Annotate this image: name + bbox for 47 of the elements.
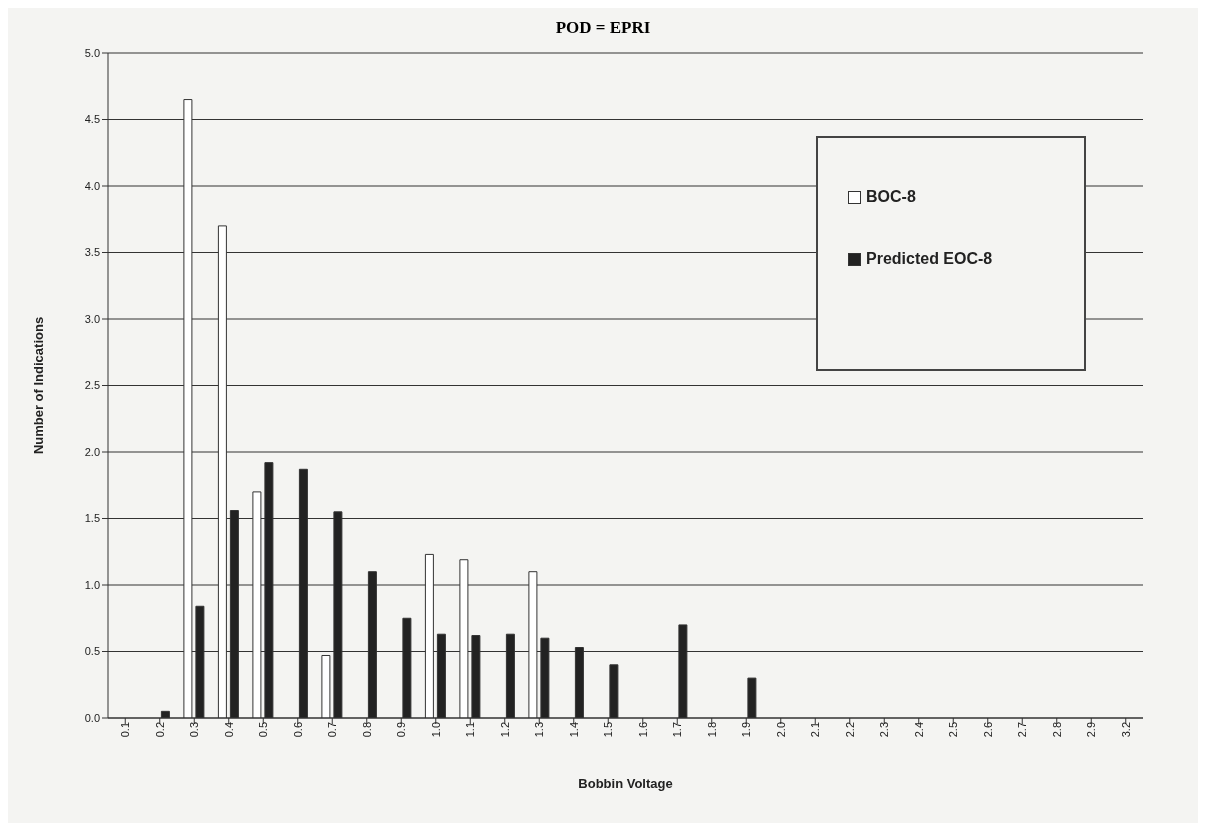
x-tick-label: 3.2 <box>1119 722 1132 738</box>
x-tick-label: 0.7 <box>326 722 339 738</box>
y-tick-label: 0.5 <box>84 645 100 658</box>
y-tick-label: 2.5 <box>84 379 100 392</box>
x-tick-label: 0.8 <box>360 722 373 738</box>
x-tick-label: 2.2 <box>843 722 856 738</box>
x-tick-label: 2.0 <box>774 722 787 738</box>
x-tick-label: 1.5 <box>602 722 615 738</box>
y-tick-label: 4.5 <box>84 113 100 126</box>
x-tick-label: 1.3 <box>533 722 546 738</box>
legend-frame: BOC-8 Predicted EOC-8 <box>816 136 1086 371</box>
x-tick-label: 0.5 <box>257 722 270 738</box>
x-tick-label: 2.7 <box>1016 722 1029 738</box>
y-tick-label: 3.0 <box>84 312 100 325</box>
x-tick-label: 2.9 <box>1085 722 1098 738</box>
x-tick-label: 0.2 <box>153 722 166 738</box>
x-tick-label: 1.6 <box>636 722 649 738</box>
x-tick-label: 2.1 <box>809 722 822 738</box>
y-tick-label: 0.0 <box>84 711 100 724</box>
x-tick-label: 1.0 <box>429 722 442 738</box>
x-tick-label: 1.1 <box>464 722 477 738</box>
x-tick-label: 1.9 <box>740 722 753 738</box>
x-tick-label: 2.3 <box>878 722 891 738</box>
y-tick-label: 1.5 <box>84 512 100 525</box>
x-axis-title: Bobbin Voltage <box>578 776 673 791</box>
x-tick-label: 1.2 <box>498 722 511 738</box>
x-tick-label: 0.1 <box>119 722 132 738</box>
x-tick-label: 0.3 <box>188 722 201 738</box>
x-tick-label: 2.4 <box>912 722 925 738</box>
y-tick-label: 3.5 <box>84 246 100 259</box>
y-axis-title: Number of Indications <box>30 316 46 455</box>
x-tick-label: 1.4 <box>567 722 580 738</box>
x-tick-label: 0.6 <box>291 722 304 738</box>
x-tick-label: 1.8 <box>705 722 718 738</box>
x-tick-label: 0.9 <box>395 722 408 738</box>
x-tick-label: 2.8 <box>1050 722 1063 738</box>
legend-label: BOC-8 <box>866 188 916 206</box>
legend-label: Predicted EOC-8 <box>866 250 993 268</box>
y-tick-label: 2.0 <box>84 445 100 458</box>
x-tick-label: 1.7 <box>671 722 684 738</box>
y-tick-label: 1.0 <box>84 578 100 591</box>
chart-title: POD = EPRI <box>554 18 652 38</box>
y-tick-label: 4.0 <box>84 179 100 192</box>
x-tick-label: 2.6 <box>981 722 994 738</box>
x-tick-label: 0.4 <box>222 722 235 738</box>
y-tick-label: 5.0 <box>84 46 100 59</box>
x-tick-label: 2.5 <box>947 722 960 738</box>
